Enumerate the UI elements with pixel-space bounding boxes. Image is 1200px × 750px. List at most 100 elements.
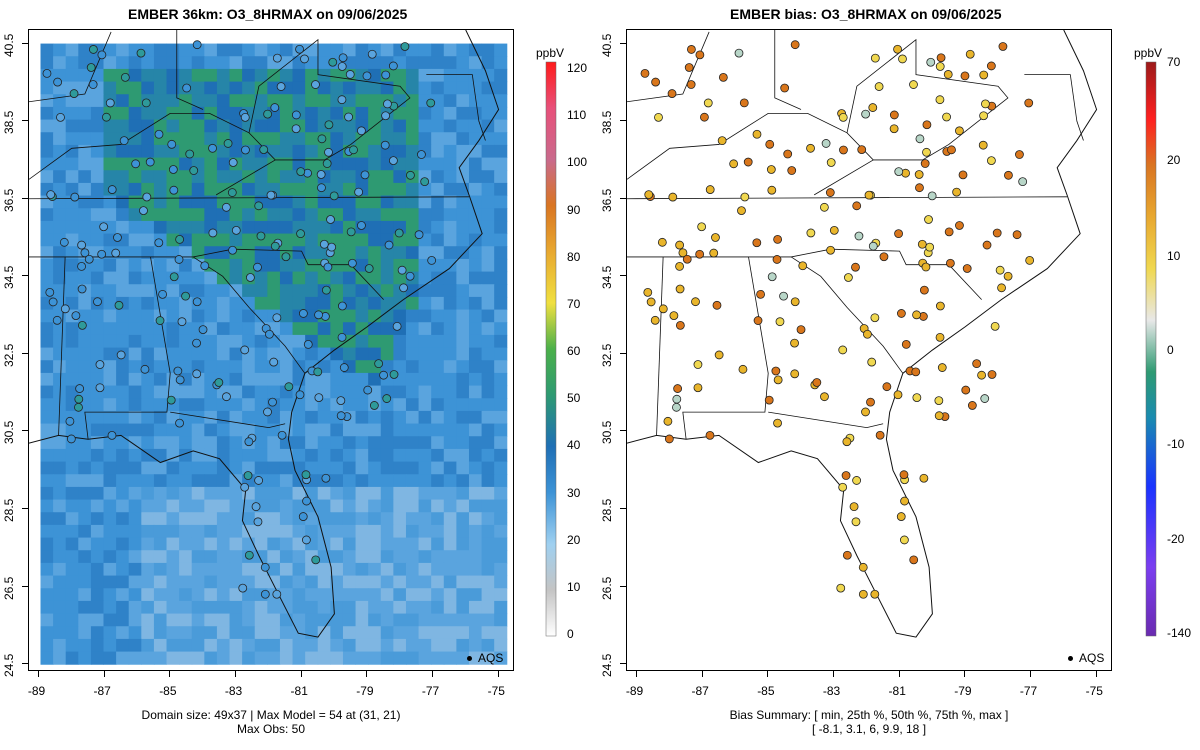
grid-cell (153, 372, 168, 387)
grid-cell (179, 271, 193, 285)
y-tick-label: 36.5 (600, 188, 614, 212)
grid-cell (103, 410, 117, 425)
grid-cell (78, 106, 92, 121)
grid-cell (330, 119, 344, 133)
state-border-line (192, 256, 306, 374)
legend-dot-icon (1068, 656, 1073, 662)
grid-cell (393, 195, 407, 209)
station-marker (389, 156, 398, 166)
grid-cell (368, 182, 382, 197)
grid-cell (78, 613, 92, 627)
station-marker (868, 103, 878, 112)
grid-cell (494, 56, 508, 70)
station-marker (337, 95, 347, 105)
grid-cell (103, 119, 117, 133)
grid-cell (405, 68, 420, 83)
station-marker (337, 332, 347, 342)
grid-cell (141, 182, 155, 197)
grid-cell (342, 423, 357, 437)
grid-cell (481, 372, 495, 387)
grid-cell (431, 588, 445, 602)
station-marker (200, 261, 210, 271)
station-marker (324, 147, 333, 157)
grid-cell (116, 575, 130, 589)
station-marker (270, 241, 280, 251)
grid-cell (380, 322, 394, 336)
grid-cell (254, 448, 268, 463)
grid-cell (355, 626, 369, 640)
grid-cell (292, 410, 306, 425)
grid-cell (90, 499, 105, 513)
grid-cell (166, 461, 180, 475)
grid-cell (431, 638, 445, 653)
grid-cell (468, 182, 483, 197)
grid-cell (355, 296, 369, 311)
grid-cell (456, 195, 470, 209)
grid-cell (494, 398, 508, 412)
grid-cell (468, 626, 483, 640)
grid-cell (216, 436, 231, 450)
grid-cell (380, 499, 394, 513)
grid-cell (191, 398, 205, 412)
grid-cell (279, 144, 294, 159)
station-marker (911, 367, 921, 377)
station-marker (107, 430, 117, 440)
grid-cell (494, 626, 508, 640)
grid-cell (267, 43, 281, 57)
grid-cell (53, 550, 67, 564)
y-tick-label: 34.5 (2, 265, 16, 290)
grid-cell (431, 461, 445, 475)
grid-cell (179, 537, 193, 551)
station-marker (45, 287, 55, 297)
grid-cell (179, 43, 193, 57)
grid-cell (330, 423, 344, 437)
station-marker (790, 369, 800, 379)
grid-cell (317, 271, 331, 285)
grid-cell (128, 436, 142, 450)
grid-cell (128, 56, 142, 70)
grid-cell (431, 436, 445, 450)
grid-cell (405, 524, 420, 539)
grid-cell (456, 309, 470, 323)
grid-cell (405, 499, 420, 513)
grid-cell (204, 309, 218, 323)
grid-cell (153, 613, 168, 627)
grid-cell (393, 562, 407, 577)
grid-cell (368, 436, 382, 450)
x-tick-mark (497, 671, 499, 677)
grid-cell (292, 588, 306, 602)
grid-cell (103, 588, 117, 602)
grid-cell (305, 398, 319, 412)
grid-cell (380, 195, 394, 209)
grid-cell (141, 385, 155, 399)
grid-cell (78, 132, 92, 146)
grid-cell (229, 43, 243, 57)
grid-cell (141, 423, 155, 437)
grid-cell (191, 613, 205, 627)
grid-cell (468, 195, 483, 209)
grid-cell (481, 94, 495, 108)
grid-cell (103, 81, 117, 95)
station-marker (935, 62, 945, 71)
grid-cell (317, 512, 331, 526)
station-marker (317, 183, 326, 193)
station-marker (60, 304, 70, 314)
grid-cell (65, 512, 79, 526)
grid-cell (355, 284, 369, 298)
grid-cell (254, 385, 268, 399)
x-tick-mark (1029, 671, 1031, 677)
grid-cell (305, 638, 319, 653)
grid-cell (116, 284, 130, 298)
grid-cell (305, 106, 319, 121)
grid-cell (431, 448, 445, 463)
station-marker (894, 229, 903, 239)
grid-cell (468, 322, 483, 336)
station-marker (198, 325, 208, 335)
grid-cell (53, 537, 67, 551)
grid-cell (456, 119, 470, 133)
grid-cell (204, 651, 218, 665)
grid-cell (204, 157, 218, 171)
grid-cell (481, 385, 495, 399)
grid-cell (78, 448, 92, 463)
grid-cell (292, 94, 306, 108)
